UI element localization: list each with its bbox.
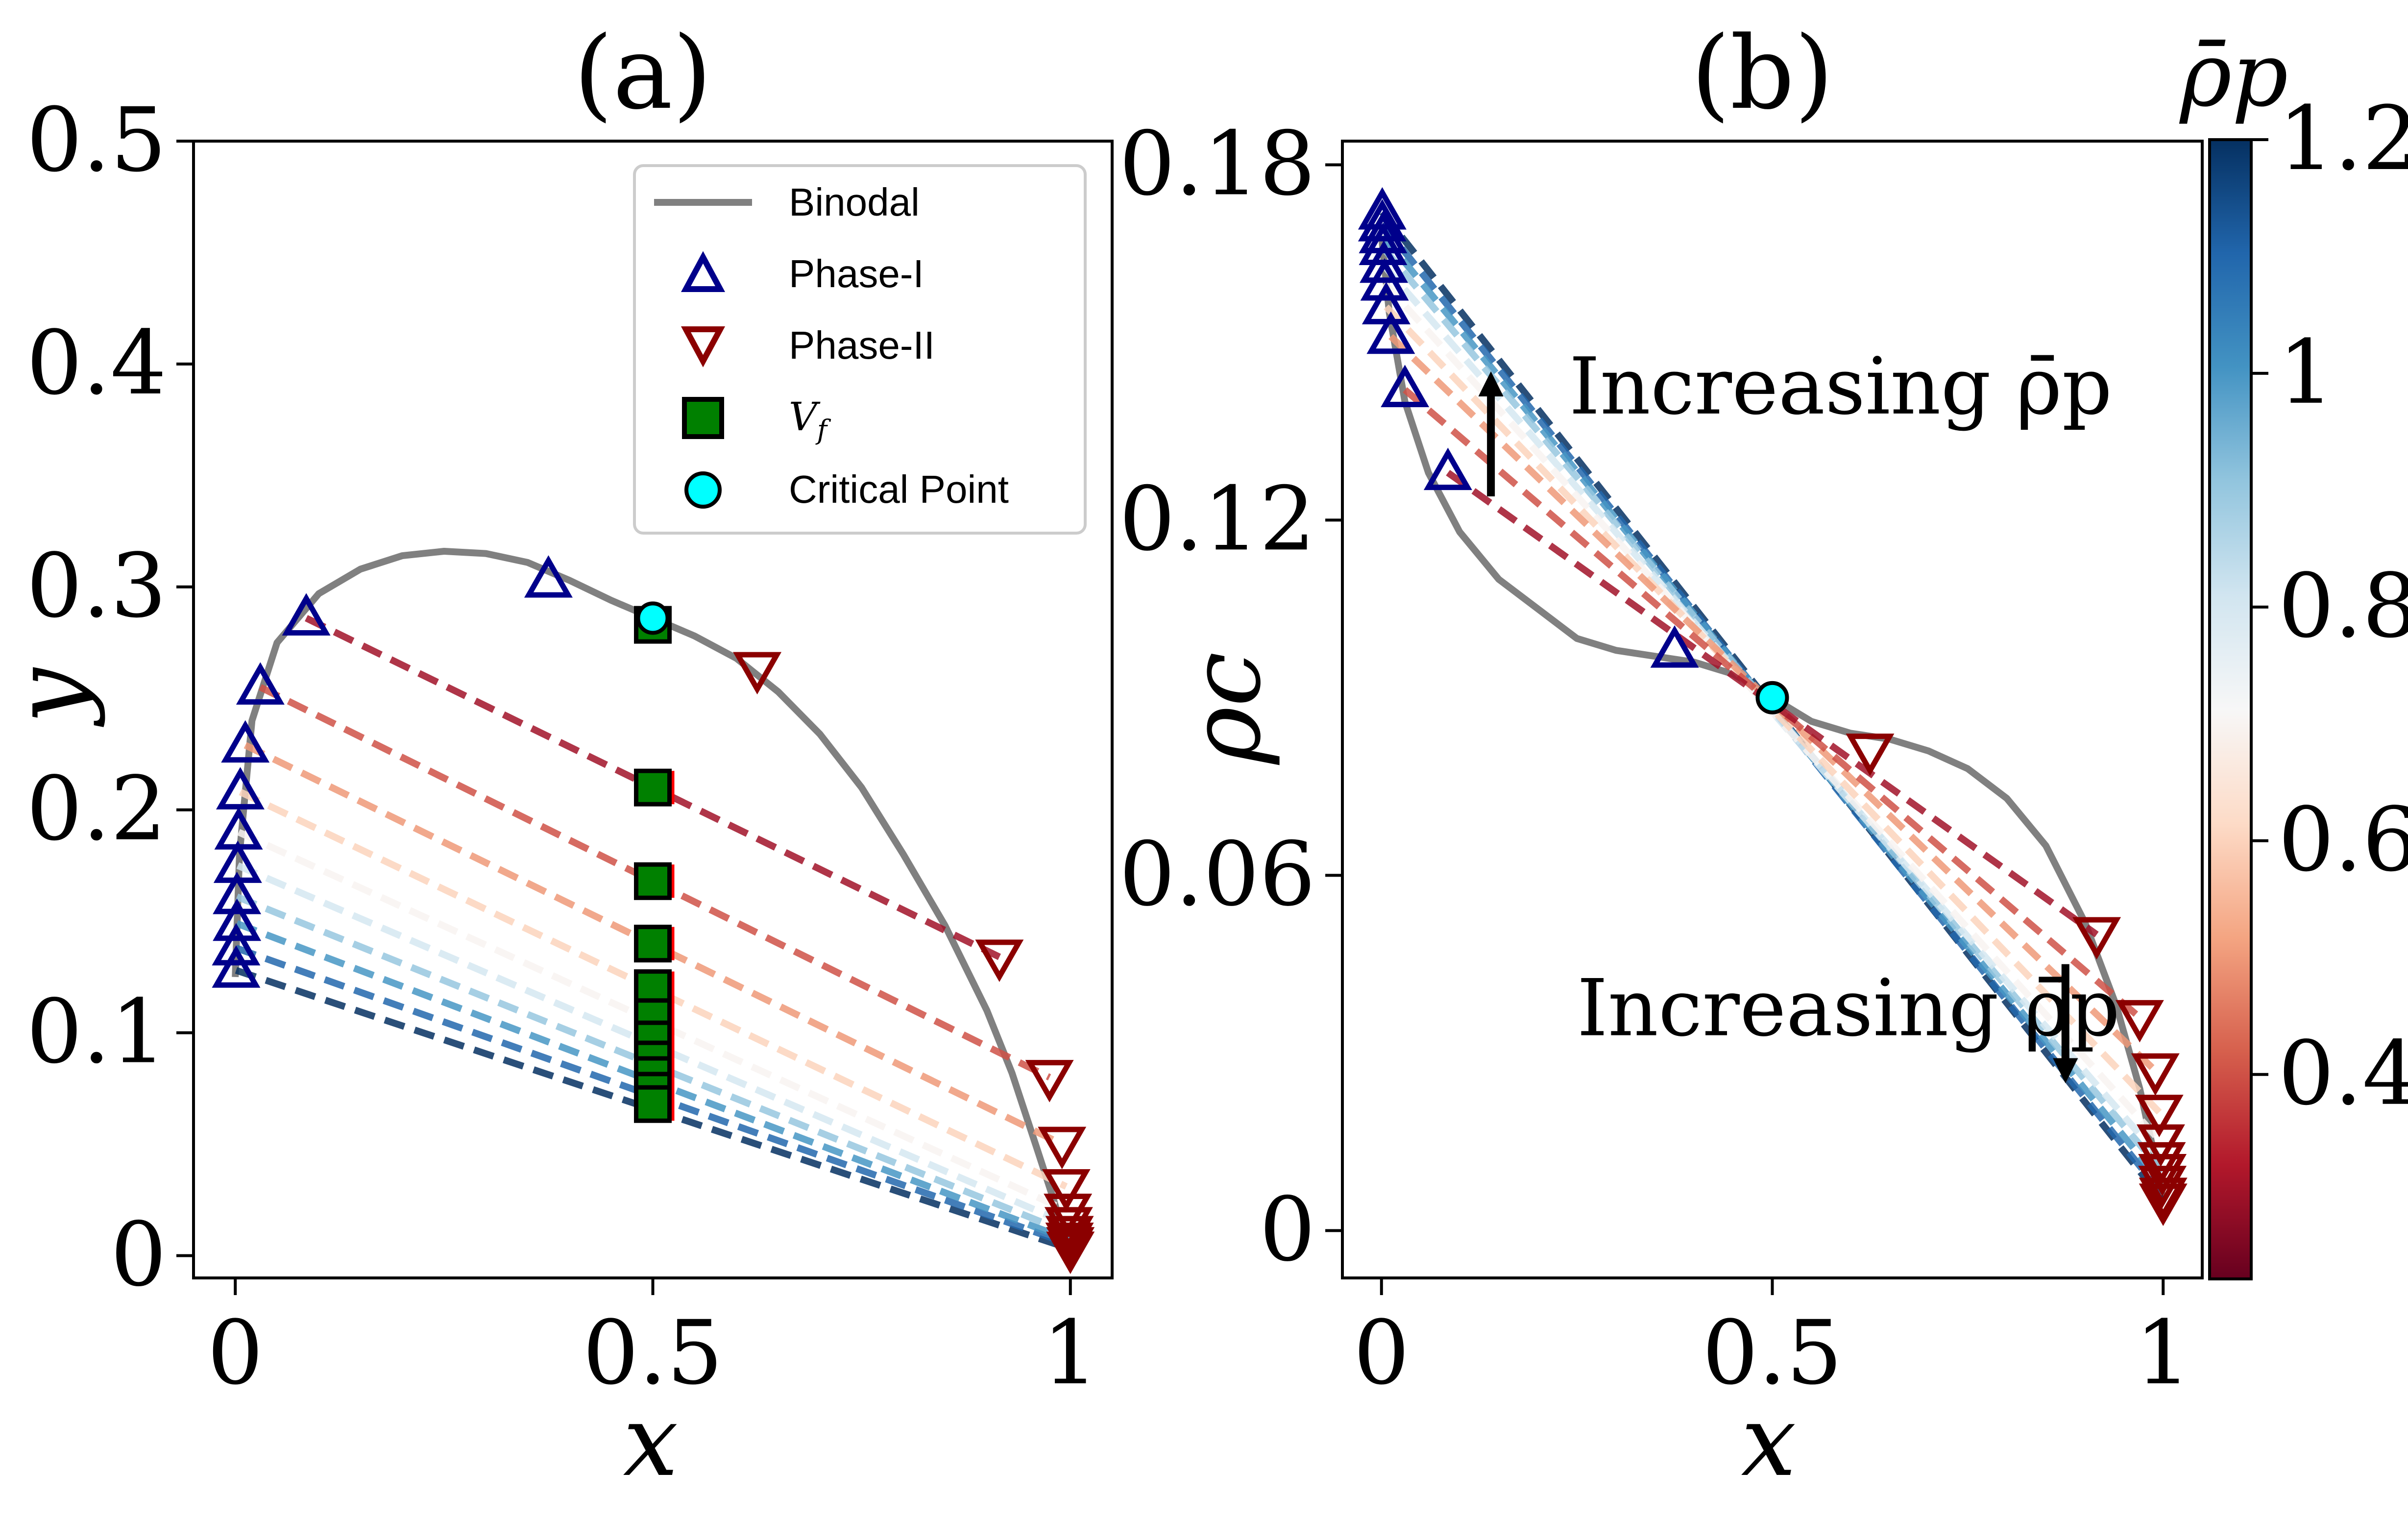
panel-a-title: (a) [574, 15, 712, 132]
legend-critical-label: Critical Point [789, 467, 1009, 511]
y-tick-label: 0.06 [1119, 823, 1315, 926]
phase1-marker [221, 720, 270, 763]
phase2-marker [2138, 1154, 2187, 1197]
x-tick-label: 0 [207, 1302, 264, 1404]
colorbar-tick-label: 1 [2278, 321, 2335, 424]
colorbar-label: ρ̄p [2179, 24, 2288, 126]
phase1-marker [213, 872, 262, 914]
colorbar-tick-label: 0.6 [2278, 789, 2408, 891]
binodal-curve [232, 548, 1074, 1257]
annotation-label: Increasing ρ̄p [1577, 962, 2120, 1054]
tie-line [1379, 221, 2166, 1198]
phase2-marker [2139, 1183, 2188, 1226]
vf-marker [634, 925, 672, 963]
phase1-marker [1366, 311, 1415, 354]
phase1-marker [213, 898, 262, 941]
phase2-marker [2115, 1000, 2164, 1043]
panel-b-plot-area: 0 0.5 1 0 0.06 0.12 0.18 [1119, 113, 2204, 1404]
x-tick-label: 0 [1354, 1302, 1410, 1404]
colorbar-tick-label: 0.8 [2278, 555, 2408, 658]
x-tick-label: 0.5 [1702, 1302, 1842, 1404]
panel-b-x-axis-label: x [1741, 1384, 1797, 1498]
phase2-marker [975, 939, 1024, 982]
phase2-marker [1044, 1194, 1093, 1236]
phase1-marker [236, 662, 285, 705]
vf-marker [634, 862, 672, 900]
x-tick-label: 1 [2135, 1302, 2191, 1404]
vf-marker [634, 1085, 672, 1123]
y-tick-label: 0 [1259, 1178, 1315, 1281]
legend-phase2-label: Phase-II [789, 323, 935, 367]
y-tick-label: 0 [110, 1204, 167, 1306]
y-tick-label: 0.3 [26, 535, 167, 637]
phase1-marker [1358, 187, 1407, 230]
legend-frame [633, 164, 1087, 535]
legend-vf-marker [682, 397, 724, 439]
legend-phase1-marker [681, 251, 726, 292]
phase2-marker [1046, 1231, 1095, 1274]
phase1-marker [282, 593, 331, 636]
y-tick-label: 0.1 [26, 981, 167, 1083]
annotation-label: Increasing ρ̄p [1569, 341, 2113, 432]
y-tick-label: 0.12 [1119, 468, 1315, 570]
panel-b: (b) 0 0.5 1 0 0.06 0.12 0.18 x ρc Increasing ρ… [1119, 15, 2204, 1498]
critical-point-marker [636, 601, 670, 635]
phase2-marker [1042, 1169, 1091, 1212]
y-tick-label: 0.2 [26, 758, 167, 860]
colorbar-gradient [2208, 138, 2253, 1280]
phase1-marker [212, 923, 261, 966]
panel-a-y-axis-label: y [0, 667, 107, 728]
colorbar-tick-label: 1.2 [2278, 88, 2408, 190]
tie-line [1388, 334, 2158, 1074]
panel-b-y-axis-label: ρc [1168, 652, 1283, 765]
phase1-marker [212, 945, 261, 988]
critical-point-marker [1755, 681, 1789, 714]
phase2-marker [2139, 1177, 2188, 1220]
phase2-marker [2135, 1095, 2184, 1137]
panel-a: (a) 0 0.5 1 0 0.1 0.2 0.3 0.4 0.5 x y Binodal Ph… [0, 15, 1114, 1498]
phase1-marker [1359, 222, 1408, 265]
phase1-marker [1650, 625, 1699, 668]
phase1-marker [1359, 211, 1408, 253]
phase1-marker [1381, 365, 1430, 407]
legend-binodal-label: Binodal [789, 180, 920, 224]
legend-critical-marker [684, 471, 722, 509]
legend: Binodal Phase-I Phase-II Vf Critical Poi… [633, 164, 1087, 535]
phase2-marker [1038, 1127, 1087, 1170]
phase1-marker [1423, 447, 1472, 490]
legend-vf-symbol: V [789, 394, 821, 440]
colorbar-ticks: 0.4 0.6 0.8 1 1.2 [2251, 88, 2408, 1125]
y-tick-label: 0.5 [26, 89, 167, 192]
panel-a-plot-area: 0 0.5 1 0 0.1 0.2 0.3 0.4 0.5 [26, 89, 1114, 1404]
legend-phase2-marker [681, 326, 726, 368]
colorbar-tick-label: 0.4 [2278, 1023, 2408, 1125]
phase2-marker [2072, 917, 2121, 960]
tie-line [1381, 263, 2165, 1162]
colorbar: 0.4 0.6 0.8 1 1.2 ρ̄p [2179, 24, 2408, 1280]
phase2-marker [733, 652, 782, 695]
vf-marker [634, 768, 672, 807]
phase2-marker [1025, 1060, 1074, 1103]
phase1-marker [1358, 199, 1407, 242]
phase2-marker [1846, 734, 1895, 776]
x-tick-label: 1 [1043, 1302, 1099, 1404]
legend-phase1-label: Phase-I [789, 252, 924, 295]
phase2-marker [2137, 1142, 2186, 1185]
phase1-marker [524, 555, 573, 598]
y-tick-label: 0.4 [26, 312, 167, 415]
phase1-marker [216, 767, 265, 809]
x-tick-label: 0.5 [583, 1302, 723, 1404]
panel-b-title: (b) [1691, 15, 1833, 132]
phase2-marker [2131, 1053, 2180, 1096]
panel-b-annotations: Increasing ρ̄p Increasing ρ̄p [1478, 341, 2120, 1083]
tie-line [1446, 469, 2099, 937]
phase1-marker [1362, 282, 1411, 324]
panel-a-x-axis-label: x [623, 1384, 679, 1498]
y-tick-label: 0.18 [1119, 113, 1315, 215]
